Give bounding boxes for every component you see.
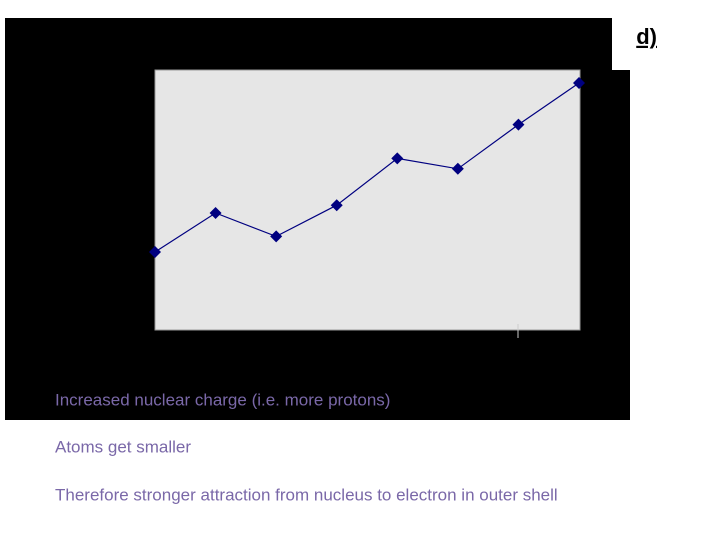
data-point bbox=[512, 118, 525, 131]
plot-area bbox=[154, 69, 581, 331]
data-point bbox=[270, 230, 283, 243]
bullet-text: Atoms get smaller bbox=[55, 437, 191, 456]
chart-title: d) bbox=[636, 24, 657, 49]
bullet-text: Increased nuclear charge (i.e. more prot… bbox=[55, 390, 390, 409]
data-line bbox=[154, 82, 580, 253]
data-point bbox=[573, 77, 585, 89]
data-point bbox=[209, 207, 222, 219]
data-point bbox=[149, 246, 161, 258]
data-point bbox=[451, 162, 464, 175]
data-point bbox=[330, 199, 343, 212]
bullet-text: Therefore stronger attraction from nucle… bbox=[55, 485, 558, 504]
data-point bbox=[391, 152, 404, 165]
overlay bbox=[5, 18, 612, 70]
